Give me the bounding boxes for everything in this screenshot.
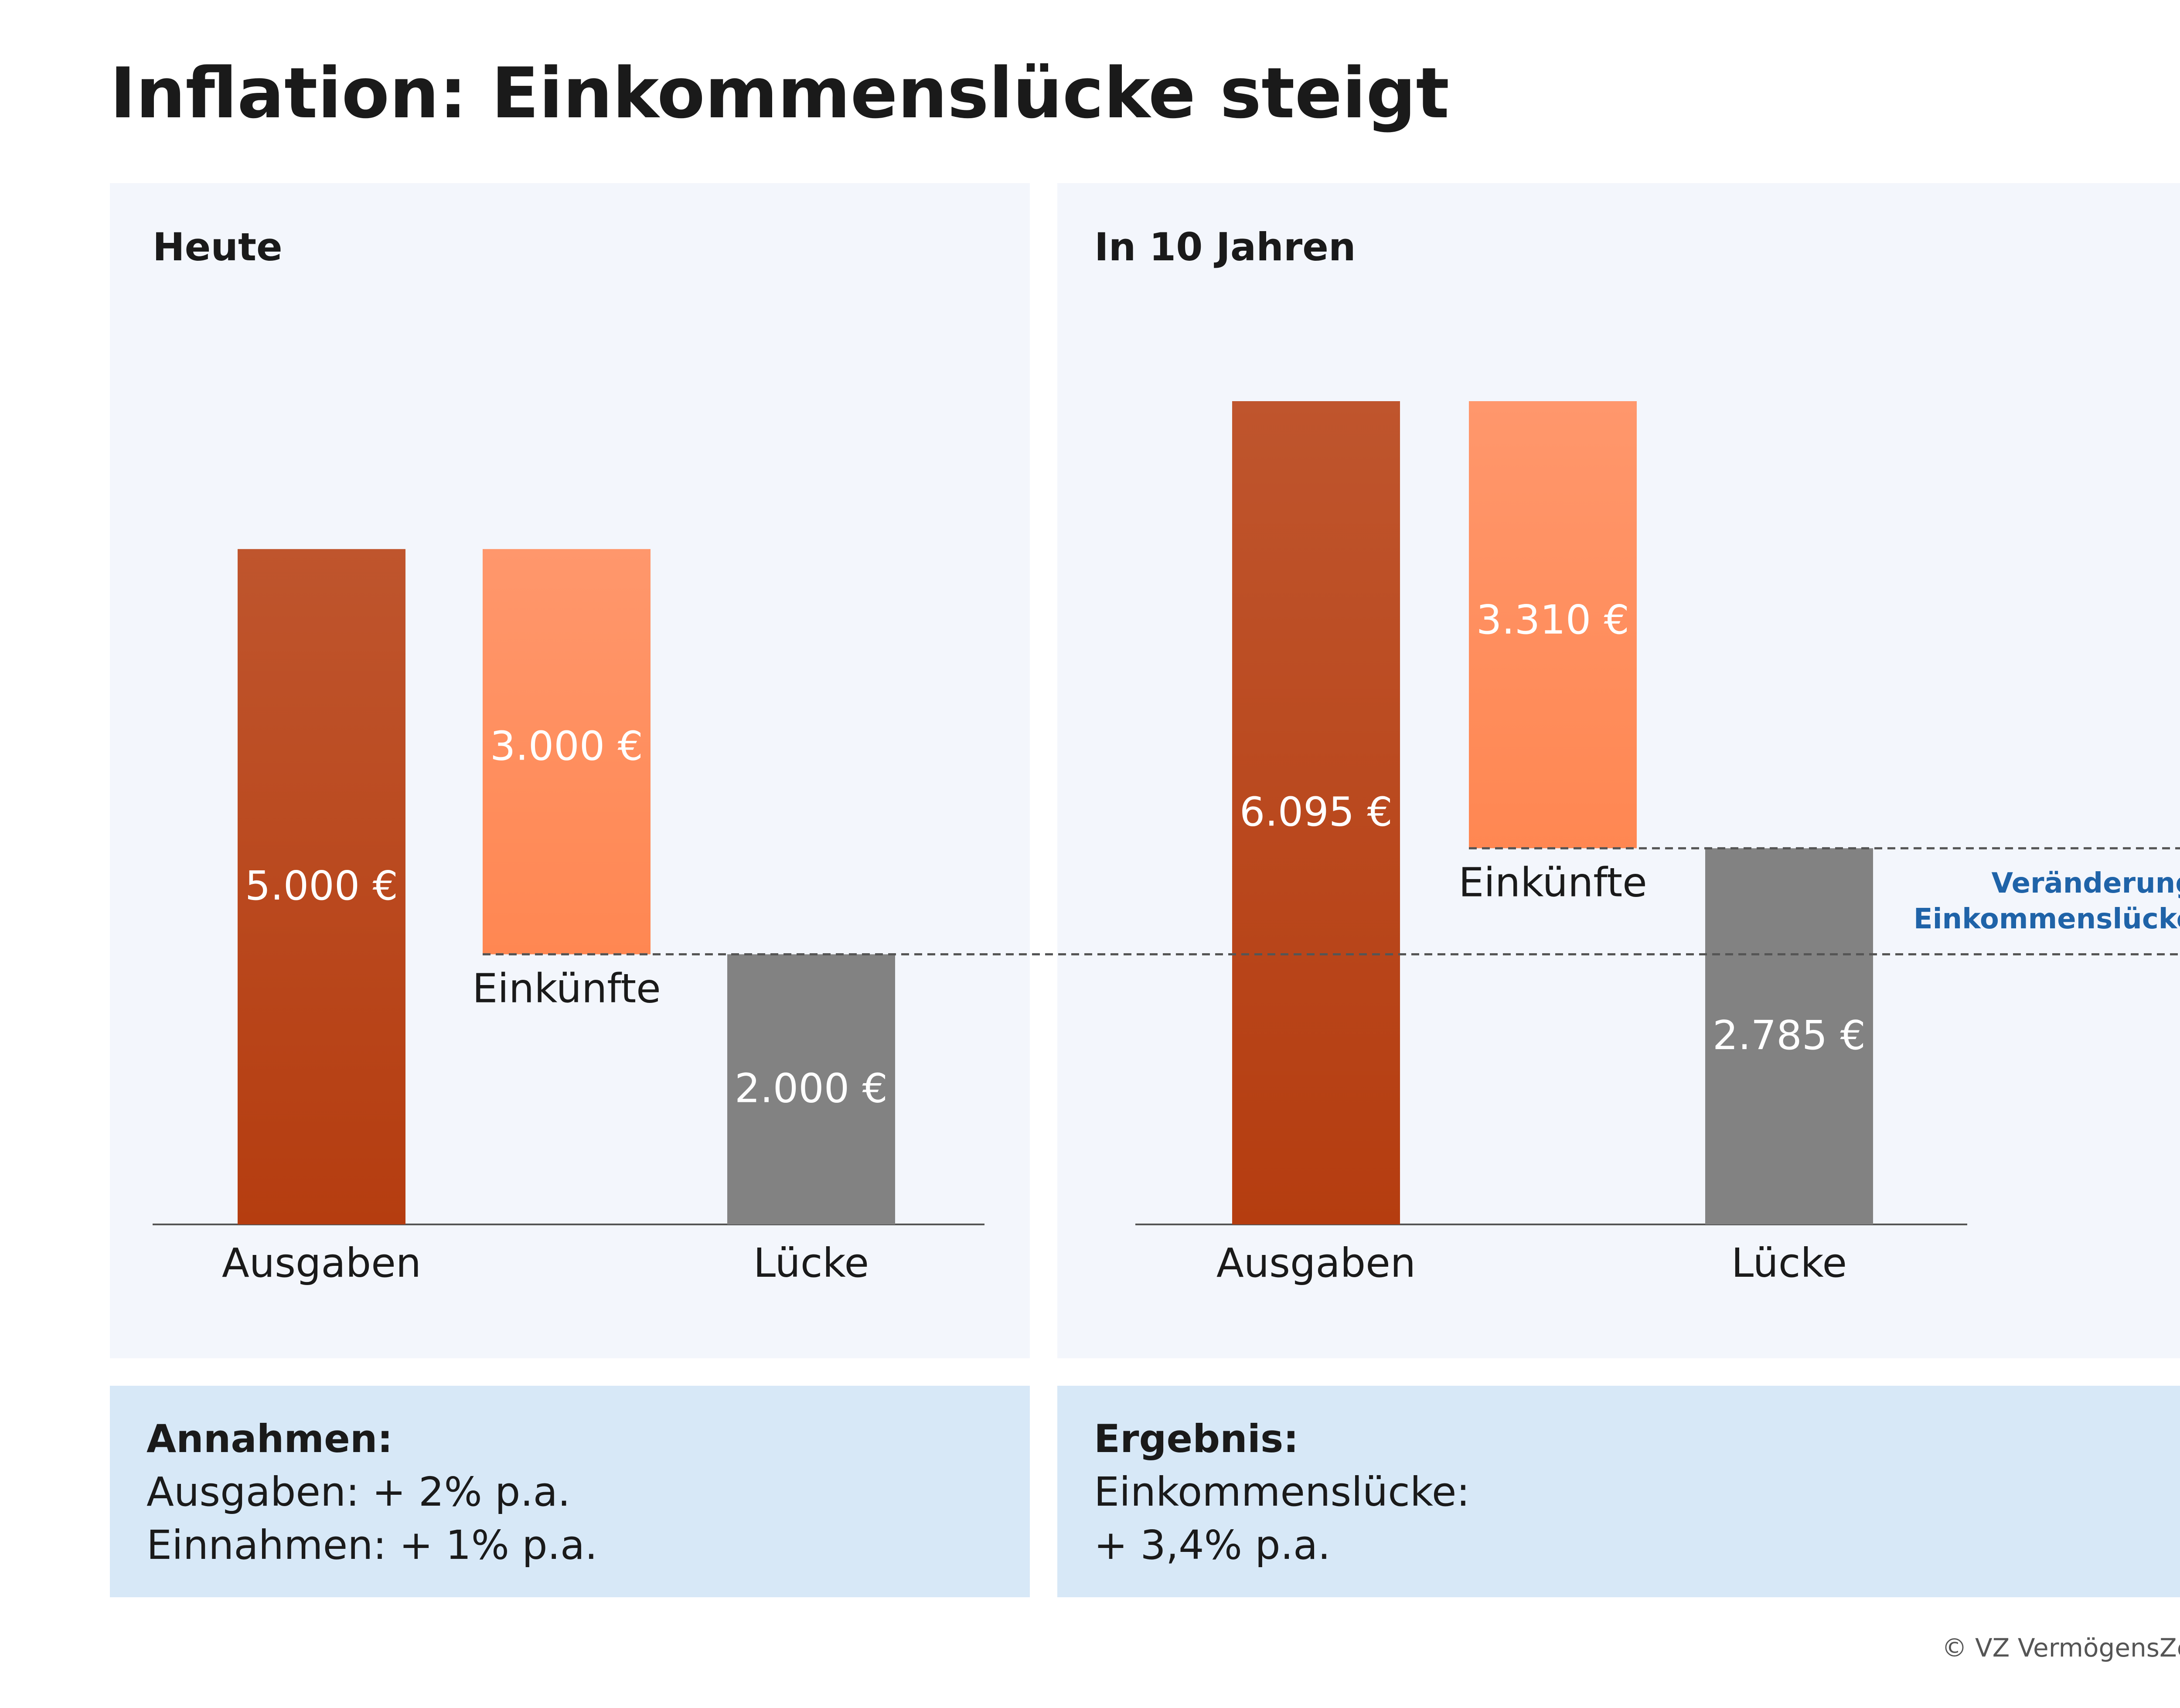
data-label-einkuenfte-in-10-jahren: 3.310 € — [1476, 597, 1629, 643]
data-label-einkuenfte-heute: 3.000 € — [490, 723, 643, 769]
info-box-annahmen: Annahmen: Ausgaben: + 2% p.a. Einnahmen:… — [110, 1386, 1030, 1597]
info-line-einnahmen: Einnahmen: + 1% p.a. — [146, 1522, 598, 1568]
bar-ausgaben-in-10-jahren — [1232, 401, 1400, 1224]
bar-einkuenfte-in-10-jahren — [1469, 401, 1637, 849]
annotation-line-2: Einkommenslücke — [1914, 903, 2180, 935]
category-label-luecke-in-10-jahren: Lücke — [1731, 1240, 1847, 1286]
bar-luecke-heute — [727, 954, 895, 1224]
data-label-luecke-heute: 2.000 € — [735, 1065, 888, 1112]
page-title: Inflation: Einkommenslücke steigt — [110, 52, 1450, 134]
info-title-annahmen: Annahmen: — [146, 1416, 393, 1461]
bar-luecke-in-10-jahren — [1705, 848, 1873, 1224]
data-label-luecke-in-10-jahren: 2.785 € — [1713, 1012, 1866, 1059]
category-label-luecke-heute: Lücke — [753, 1240, 869, 1286]
info-line-einkommensluecke: Einkommenslücke: — [1094, 1469, 1470, 1515]
copyright: © VZ VermögensZentrum — [1942, 1633, 2180, 1663]
info-line-ausgaben: Ausgaben: + 2% p.a. — [146, 1469, 571, 1515]
category-label-ausgaben-heute: Ausgaben — [222, 1240, 421, 1286]
panel-title-heute: Heute — [153, 225, 283, 269]
bar-einkuenfte-heute — [483, 549, 651, 955]
category-label-einkuenfte-in-10-jahren: Einkünfte — [1458, 859, 1647, 906]
data-label-ausgaben-in-10-jahren: 6.095 € — [1240, 788, 1393, 835]
category-label-einkuenfte-heute: Einkünfte — [472, 965, 661, 1012]
annotation-line-1: Veränderung — [1992, 867, 2180, 900]
info-box-ergebnis: Ergebnis: Einkommenslücke: + 3,4% p.a. — [1057, 1386, 2180, 1597]
data-label-ausgaben-heute: 5.000 € — [245, 863, 398, 909]
info-title-ergebnis: Ergebnis: — [1094, 1416, 1299, 1461]
bar-ausgaben-heute — [238, 549, 405, 1224]
category-label-ausgaben-in-10-jahren: Ausgaben — [1216, 1240, 1416, 1286]
panel-title-in-10-jahren: In 10 Jahren — [1094, 225, 1356, 269]
info-line-wachstum: + 3,4% p.a. — [1094, 1522, 1331, 1568]
